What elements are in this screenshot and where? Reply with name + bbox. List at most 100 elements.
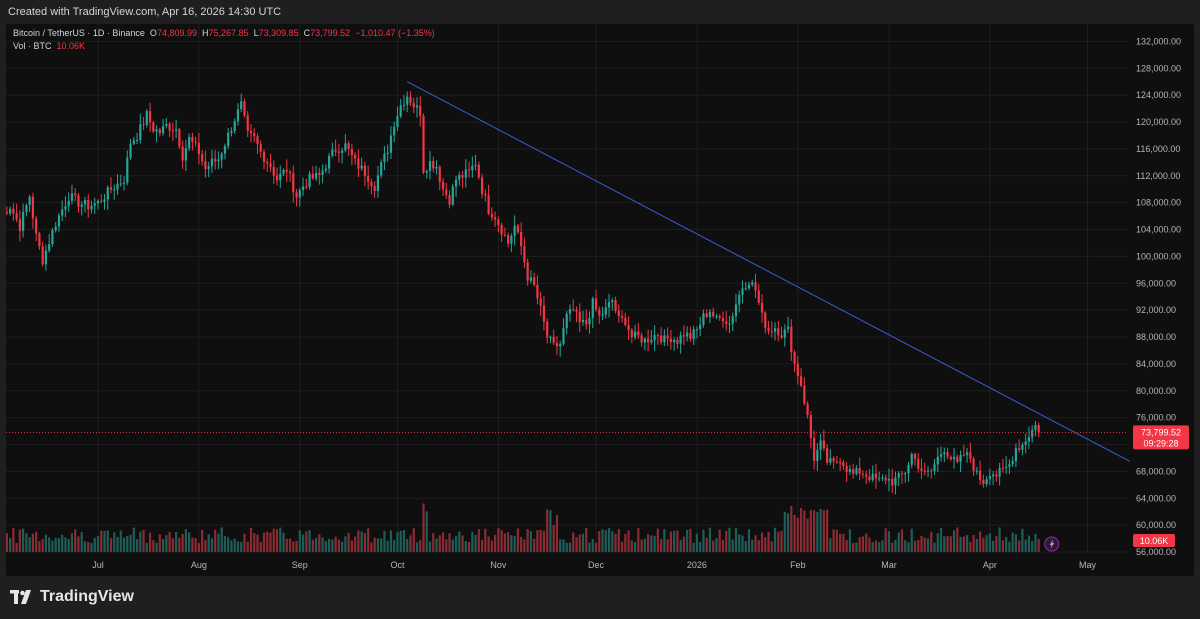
candlestick-chart[interactable]: 132,000.00 128,000.00 124,000.00 120,000.00… bbox=[6, 24, 1194, 576]
tradingview-logo[interactable]: TradingView bbox=[10, 588, 134, 606]
tradingview-logo-text: TradingView bbox=[40, 588, 134, 605]
volume-bar bbox=[513, 536, 516, 552]
time-tick-label: Sep bbox=[292, 560, 308, 570]
volume-bar bbox=[197, 542, 201, 552]
volume-bar bbox=[562, 539, 565, 552]
candle-body bbox=[341, 150, 344, 153]
candle-body bbox=[61, 209, 64, 216]
volume-bar bbox=[959, 536, 962, 552]
volume-bar bbox=[985, 535, 988, 552]
volume-bar bbox=[604, 530, 607, 552]
volume-bar bbox=[386, 540, 389, 552]
price-tick-label: 104,000.00 bbox=[1136, 225, 1181, 235]
countdown-label: 09:29:28 bbox=[1143, 438, 1178, 448]
candle-body bbox=[572, 309, 575, 311]
candle-body bbox=[923, 470, 926, 472]
candle-body bbox=[480, 177, 484, 194]
volume-bar bbox=[767, 531, 770, 552]
volume-bar bbox=[376, 538, 380, 552]
volume-bar bbox=[842, 533, 845, 552]
volume-bar bbox=[845, 539, 848, 552]
candle-body bbox=[354, 155, 357, 159]
candle-body bbox=[546, 321, 549, 338]
price-axis: 132,000.00 128,000.00 124,000.00 120,000.00… bbox=[1133, 36, 1189, 557]
candle-body bbox=[158, 129, 161, 134]
candle-body bbox=[666, 335, 669, 339]
candle-body bbox=[555, 342, 559, 347]
volume-tag bbox=[1133, 534, 1175, 547]
volume-bar bbox=[175, 531, 178, 552]
candle-body bbox=[562, 328, 565, 344]
candle-body bbox=[653, 335, 656, 341]
candle-body bbox=[106, 187, 109, 200]
volume-bar bbox=[1024, 539, 1027, 552]
candle-body bbox=[165, 123, 168, 126]
candle-body bbox=[520, 231, 523, 247]
volume-bar bbox=[162, 539, 165, 552]
candle-body bbox=[441, 181, 445, 190]
candle-body bbox=[233, 121, 236, 132]
volume-bar bbox=[520, 536, 523, 552]
candle-body bbox=[269, 163, 272, 168]
high-value: 75,267.85 bbox=[208, 28, 249, 38]
candle-body bbox=[275, 175, 279, 181]
candle-body bbox=[998, 467, 1001, 477]
volume-bar bbox=[819, 508, 822, 552]
volume-bar bbox=[526, 529, 529, 552]
volume-bar bbox=[487, 536, 490, 552]
candle-body bbox=[428, 161, 432, 172]
candle-body bbox=[360, 165, 363, 169]
candle-body bbox=[913, 453, 917, 459]
candle-body bbox=[74, 193, 77, 196]
candle-body bbox=[689, 332, 692, 340]
volume-bar bbox=[816, 511, 819, 552]
candle-body bbox=[54, 226, 57, 231]
candle-body bbox=[288, 171, 292, 174]
volume-bar bbox=[839, 533, 842, 552]
candle-body bbox=[523, 246, 526, 263]
volume-bar bbox=[240, 541, 243, 552]
candle-body bbox=[777, 328, 780, 336]
candle-body bbox=[594, 298, 598, 310]
candle-body bbox=[139, 124, 142, 141]
volume-bar bbox=[188, 532, 191, 552]
candle-body bbox=[1034, 424, 1037, 430]
volume-bar bbox=[832, 529, 835, 552]
candle-body bbox=[64, 206, 67, 210]
trendline[interactable] bbox=[406, 81, 1131, 462]
candle-body bbox=[799, 376, 803, 386]
volume-bar bbox=[738, 534, 741, 552]
candle-body bbox=[539, 298, 542, 306]
volume-bar bbox=[598, 531, 601, 552]
volume-bar bbox=[533, 538, 536, 552]
candle-body bbox=[41, 246, 44, 265]
candle-body bbox=[855, 468, 858, 474]
candle-body bbox=[311, 173, 314, 179]
candle-body bbox=[194, 141, 197, 143]
volume-bar bbox=[373, 537, 376, 552]
candle-body bbox=[162, 125, 165, 134]
volume-bar bbox=[54, 537, 57, 552]
candle-body bbox=[373, 185, 376, 192]
volume-bar bbox=[575, 537, 578, 552]
volume-bar bbox=[1021, 528, 1024, 552]
volume-bar bbox=[318, 534, 321, 552]
volume-bar bbox=[646, 534, 650, 552]
candle-body bbox=[458, 174, 461, 180]
lightning-icon-glyph bbox=[1049, 539, 1055, 549]
price-tick-label: 60,000.00 bbox=[1136, 520, 1176, 530]
candle-body bbox=[464, 169, 467, 178]
last-price-tag bbox=[1133, 425, 1189, 450]
volume-bar bbox=[9, 538, 12, 552]
candle-body bbox=[995, 474, 998, 477]
volume-bar bbox=[165, 535, 168, 552]
volume-bar bbox=[425, 511, 428, 552]
candle-body bbox=[848, 468, 852, 472]
candle-body bbox=[266, 161, 269, 164]
candle-body bbox=[256, 136, 259, 145]
top-bar: Created with TradingView.com, Apr 16, 20… bbox=[0, 0, 1200, 24]
candle-body bbox=[741, 288, 744, 295]
chart-panel[interactable] bbox=[6, 24, 1194, 576]
last-price-label: 73,799.52 bbox=[1141, 427, 1181, 437]
candle-body bbox=[842, 462, 845, 467]
